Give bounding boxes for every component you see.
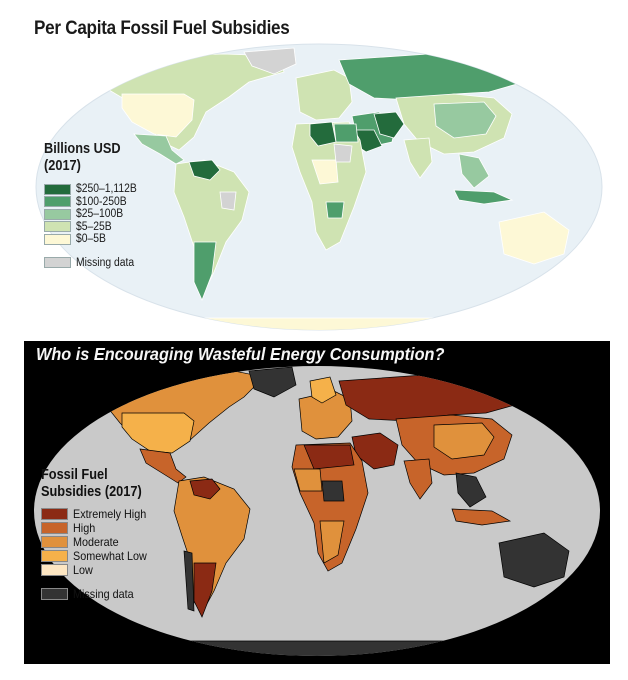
legend-item: Low: [41, 563, 155, 577]
legend-swatch: [41, 536, 68, 548]
map2-scandinavia: [309, 376, 337, 404]
map2-legend-missing: Missing data: [41, 587, 155, 601]
map1-central-africa: [311, 159, 339, 185]
legend-item: Somewhat Low: [41, 549, 155, 563]
map1-world-map: [35, 43, 603, 331]
map2-indonesia: [451, 508, 512, 526]
map2-world-map: [34, 366, 600, 656]
legend-item: $0–5B: [44, 233, 144, 246]
map1-legend-items: $250–1,112B $100-250B $25–100B $5–25B $0–5B: [44, 183, 144, 246]
map2-central-africa: [321, 480, 345, 502]
map1-europe: [295, 69, 353, 121]
map1-usa: [121, 93, 195, 138]
map2-australia: [498, 532, 570, 588]
map1-indonesia: [453, 189, 514, 205]
legend-label: Low: [73, 563, 93, 577]
map2-legend-title: Fossil Fuel: [41, 467, 108, 483]
map1-nz: [575, 263, 587, 283]
map1-libya-egypt: [333, 123, 359, 143]
legend-item: $5–25B: [44, 221, 144, 234]
map2-southern-africa: [319, 520, 345, 564]
map2-greenland: [248, 366, 297, 398]
legend-label: $250–1,112B: [76, 183, 137, 196]
map2-title: Who is Encouraging Wasteful Energy Consu…: [36, 344, 445, 364]
map1-legend: Billions USD (2017) $250–1,112B $100-250B…: [44, 141, 144, 269]
map1-venezuela: [188, 159, 221, 181]
legend-swatch: [44, 233, 71, 245]
map1-legend-missing: Missing data: [44, 257, 144, 270]
map1-zambia: [325, 201, 345, 219]
legend-item: Extremely High: [41, 507, 155, 521]
map2-legend-items: Extremely High High Moderate Somewhat Low Lo…: [41, 507, 155, 577]
map1-china: [433, 101, 497, 139]
legend-swatch: [44, 196, 71, 208]
map2-china: [433, 422, 495, 460]
legend-swatch: [41, 564, 68, 576]
map2-antarctica: [73, 640, 555, 656]
legend-label: High: [73, 521, 96, 535]
legend-label: Missing data: [73, 587, 134, 601]
legend-label: $5–25B: [76, 220, 112, 233]
map1-legend-subtitle: (2017): [44, 158, 81, 174]
legend-label: $100-250B: [76, 195, 127, 208]
legend-label: $0–5B: [76, 233, 106, 246]
legend-label: Moderate: [73, 535, 119, 549]
legend-swatch: [41, 522, 68, 534]
map2-chile: [183, 550, 195, 612]
legend-label: $25–100B: [76, 208, 124, 221]
map2-nz: [575, 586, 588, 608]
map1-se-asia: [458, 153, 490, 189]
legend-swatch: [44, 183, 71, 195]
map1-argentina: [193, 241, 217, 302]
legend-item: Moderate: [41, 535, 155, 549]
map2-europe: [298, 390, 353, 440]
map2-panel: Who is Encouraging Wasteful Energy Consu…: [24, 341, 610, 664]
legend-item: $100-250B: [44, 196, 144, 209]
legend-swatch: [44, 208, 71, 220]
map1-algeria: [309, 121, 337, 147]
map1-iran: [373, 111, 405, 139]
legend-label: Missing data: [76, 256, 135, 269]
map1-australia: [498, 211, 570, 265]
legend-swatch: [44, 221, 71, 233]
map2-legend: Fossil Fuel Subsidies (2017) Extremely H…: [41, 467, 155, 601]
map2-argentina: [193, 562, 217, 618]
map2-india: [403, 458, 433, 500]
map1-brazil-missing: [219, 191, 237, 211]
map2-usa: [121, 412, 195, 454]
map1-title: Per Capita Fossil Fuel Subsidies: [34, 18, 290, 39]
map1-legend-title: Billions USD: [44, 141, 121, 157]
map2-se-asia: [455, 472, 487, 508]
legend-item: $250–1,112B: [44, 183, 144, 196]
map2-north-africa: [303, 444, 355, 470]
map2-venezuela: [189, 478, 221, 500]
legend-label: Extremely High: [73, 507, 147, 521]
legend-swatch: [44, 257, 71, 269]
legend-swatch: [41, 508, 68, 520]
map1-greenland: [243, 47, 297, 75]
legend-swatch: [41, 588, 68, 600]
map1-mexico: [133, 133, 185, 165]
map2-legend-subtitle: Subsidies (2017): [41, 484, 142, 500]
legend-item: $25–100B: [44, 208, 144, 221]
legend-label: Somewhat Low: [73, 549, 147, 563]
legend-swatch: [41, 550, 68, 562]
map1-india: [403, 137, 433, 179]
map1-sudan-missing: [333, 143, 353, 163]
map2-west-africa: [293, 468, 323, 492]
legend-item: High: [41, 521, 155, 535]
map1-antarctica: [103, 317, 535, 330]
map2-mexico: [139, 448, 187, 484]
